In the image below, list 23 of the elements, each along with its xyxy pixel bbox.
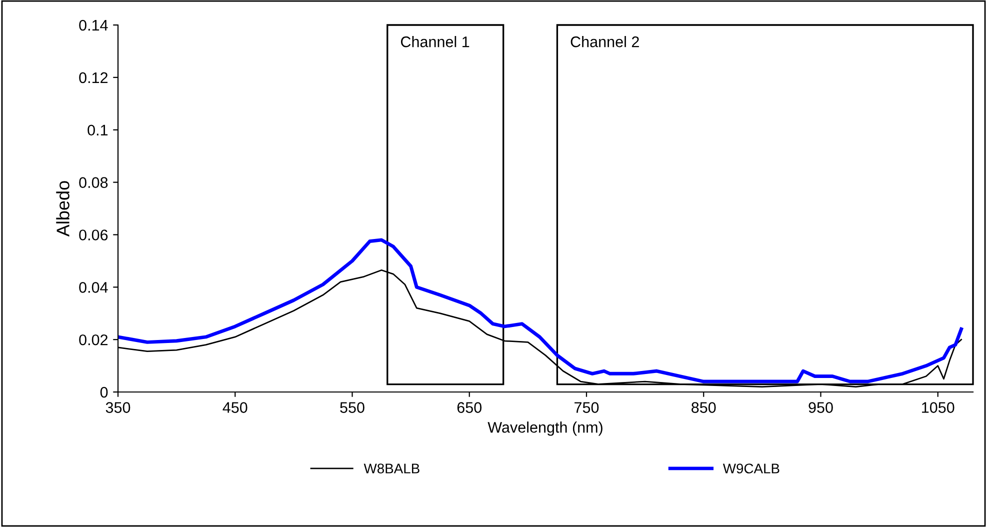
x-axis-title: Wavelength (nm): [488, 422, 602, 436]
y-tick-label: 0.04: [79, 282, 108, 293]
x-tick-label: 450: [222, 402, 248, 413]
x-tick-label: 1050: [922, 402, 954, 413]
x-tick-label: 750: [574, 402, 599, 413]
x-tick-label: 650: [457, 402, 482, 413]
legend-label: W8BALB: [364, 464, 420, 474]
x-tick-label: 850: [692, 402, 716, 413]
y-tick-label: 0.06: [79, 230, 108, 240]
y-axis-title: Albedo: [56, 181, 70, 237]
y-tick-label: 0.12: [79, 72, 108, 84]
y-tick-label: 0.1: [88, 124, 108, 136]
y-tick-label: 0.02: [79, 334, 108, 346]
y-tick-label: 0.14: [79, 20, 108, 31]
band-label: Channel 2: [570, 36, 639, 48]
band-label: Channel 1: [400, 36, 470, 48]
legend-label: W9CALB: [722, 464, 780, 474]
y-tick-label: 0.08: [79, 177, 108, 188]
x-tick-label: 950: [808, 402, 833, 413]
line-series: [118, 238, 964, 384]
y-tick-label: 0: [100, 386, 108, 398]
x-tick-label: 550: [340, 402, 364, 413]
x-tick-label: 350: [106, 402, 130, 413]
